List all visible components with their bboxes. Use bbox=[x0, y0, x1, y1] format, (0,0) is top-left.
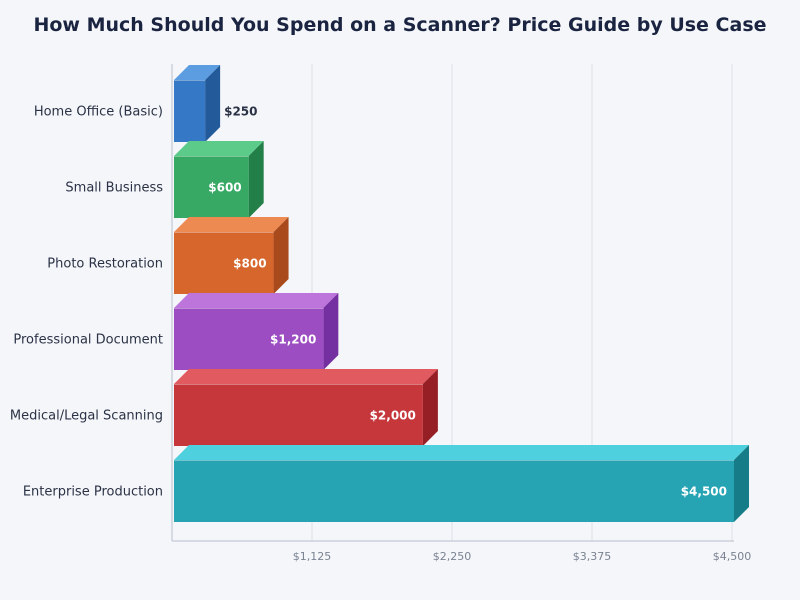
bar-2 bbox=[174, 232, 274, 294]
x-tick-label: $3,375 bbox=[573, 550, 612, 563]
bar-top-0 bbox=[174, 65, 221, 80]
x-tick-label: $2,250 bbox=[433, 550, 472, 563]
x-tick-label: $1,125 bbox=[293, 550, 332, 563]
category-label: Small Business bbox=[65, 181, 163, 196]
bar-4 bbox=[174, 384, 423, 446]
bar-0 bbox=[174, 80, 206, 142]
value-label: $4,500 bbox=[681, 485, 727, 499]
category-label: Medical/Legal Scanning bbox=[10, 409, 163, 424]
category-label: Photo Restoration bbox=[47, 257, 163, 272]
value-label: $250 bbox=[224, 105, 257, 119]
bar-5 bbox=[174, 460, 734, 522]
bar-3 bbox=[174, 308, 324, 370]
category-label: Enterprise Production bbox=[23, 485, 163, 500]
label-layer: $1,125 $2,250 $3,375 $4,500 Home Office (Bas… bbox=[10, 105, 751, 564]
category-label: Professional Document bbox=[13, 333, 163, 348]
bar-side-1 bbox=[248, 141, 264, 218]
category-label: Home Office (Basic) bbox=[34, 105, 163, 120]
value-label: $800 bbox=[233, 257, 266, 271]
bar-top-3 bbox=[174, 293, 339, 308]
bar-side-3 bbox=[323, 293, 339, 370]
bar-top-5 bbox=[174, 445, 749, 460]
bar-side-4 bbox=[422, 369, 438, 446]
x-tick-label: $4,500 bbox=[713, 550, 752, 563]
value-label: $600 bbox=[208, 181, 241, 195]
bar-side-5 bbox=[734, 445, 749, 522]
bar-top-4 bbox=[174, 369, 438, 384]
value-label: $2,000 bbox=[370, 409, 416, 423]
axis-layer bbox=[171, 64, 734, 542]
bar-top-1 bbox=[174, 141, 264, 156]
bar-side-2 bbox=[273, 217, 289, 294]
bar-layer bbox=[174, 65, 749, 522]
bar-1 bbox=[174, 156, 249, 218]
value-label: $1,200 bbox=[270, 333, 316, 347]
bar-side-0 bbox=[205, 65, 221, 142]
chart-title: How Much Should You Spend on a Scanner? … bbox=[33, 14, 767, 36]
bar-top-2 bbox=[174, 217, 289, 232]
